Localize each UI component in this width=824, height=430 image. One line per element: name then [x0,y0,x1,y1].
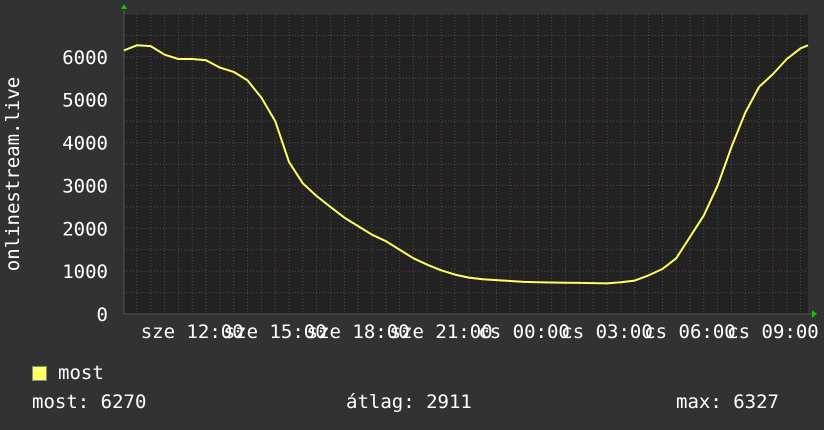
x-tick-label: cs 09:00 [727,321,819,343]
y-tick-label: 4000 [62,133,108,155]
y-tick-label: 1000 [62,261,108,283]
x-tick-label: cs 03:00 [561,321,653,343]
y-tick-label: 5000 [62,90,108,112]
legend-label: most [58,362,104,384]
x-tick-label: sze 21:00 [390,321,493,343]
x-tick-label: sze 18:00 [307,321,410,343]
legend-item: most [32,362,104,384]
y-tick-label: 3000 [62,175,108,197]
x-axis-arrow-icon [812,310,817,318]
x-tick-label: cs 06:00 [644,321,736,343]
x-tick-label: sze 12:00 [141,321,244,343]
max-value: max: 6327 [676,391,779,413]
x-tick-label: sze 15:00 [224,321,327,343]
y-tick-label: 2000 [62,218,108,240]
current-value: most: 6270 [32,391,147,413]
y-axis-arrow-icon [121,4,127,9]
series-line-most [123,44,809,285]
y-tick-label: 6000 [62,47,108,69]
average-value: átlag: 2911 [346,391,472,413]
legend-swatch [32,365,47,381]
y-axis-label: onlinestream.live [2,77,24,271]
y-tick-label: 0 [97,304,108,326]
x-tick-label: cs 00:00 [478,321,570,343]
